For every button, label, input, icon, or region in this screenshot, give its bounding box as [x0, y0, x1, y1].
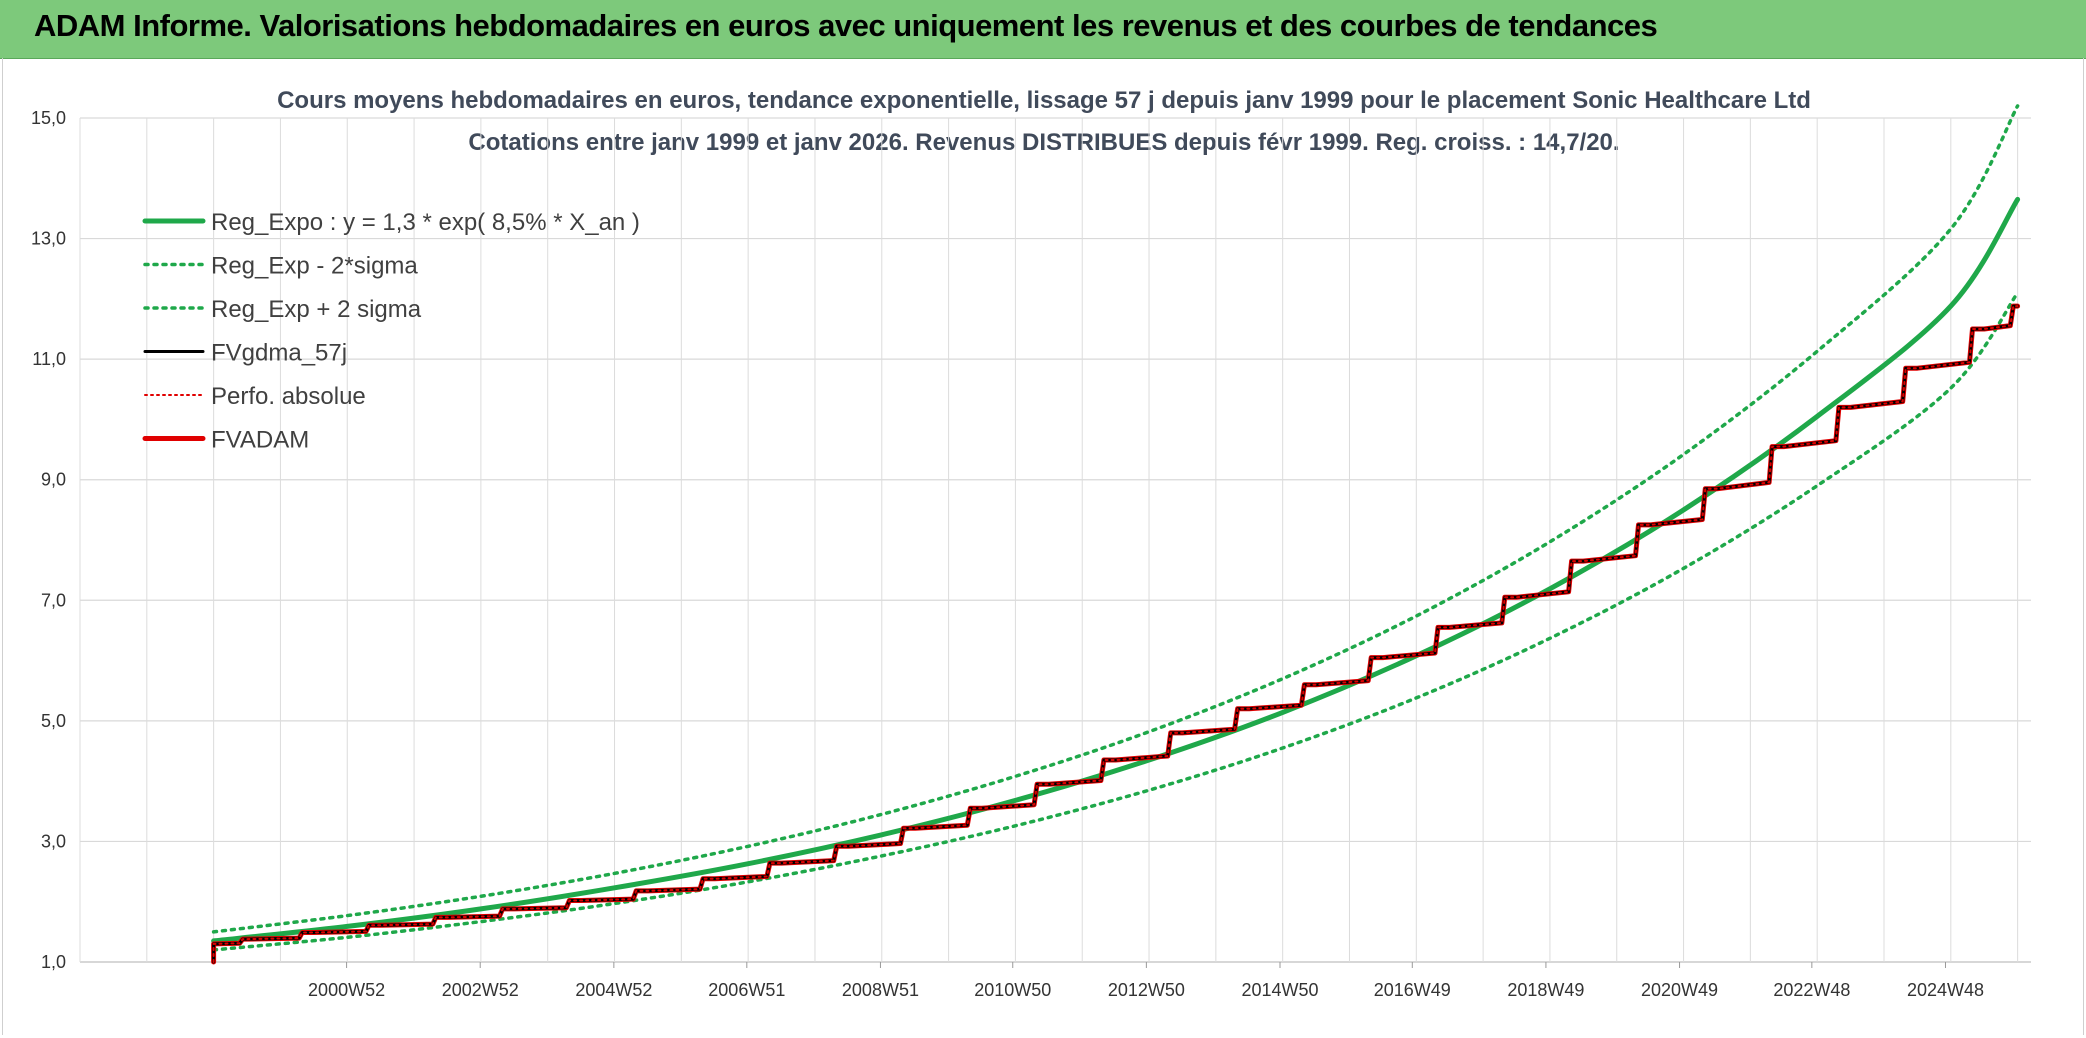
- y-tick-label: 11,0: [32, 349, 66, 369]
- y-tick-label: 5,0: [41, 711, 66, 731]
- chart-frame: Cours moyens hebdomadaires en euros, ten…: [2, 58, 2084, 1035]
- x-tick-label: 2006W51: [708, 980, 785, 1000]
- series-line-fvgdma-57j: [212, 304, 2020, 964]
- legend-label: Reg_Exp + 2 sigma: [211, 296, 422, 323]
- series-line-reg-expo-y-1-3-exp-8-5-x-an: [211, 196, 2021, 944]
- legend-label: FVgdma_57j: [211, 340, 347, 367]
- line-chart: Cours moyens hebdomadaires en euros, ten…: [31, 87, 2031, 1000]
- chart-subtitle: Cotations entre janv 1999 et janv 2026. …: [468, 129, 1619, 156]
- series-line-fvadam: [211, 303, 2021, 965]
- axes: 1,0 3,0 5,0 7,0 9,0 11,0 13,0 15,0 2000W52 2002W5…: [31, 108, 1984, 1000]
- report-title: ADAM Informe. Valorisations hebdomadaire…: [34, 8, 1658, 43]
- x-tick-label: 2008W51: [842, 980, 919, 1000]
- x-tick-label: 2000W52: [308, 980, 385, 1000]
- x-tick-label: 2002W52: [442, 980, 519, 1000]
- report-header: ADAM Informe. Valorisations hebdomadaire…: [0, 0, 2086, 59]
- x-tick-label: 2014W50: [1241, 980, 1318, 1000]
- x-tick-label: 2022W48: [1773, 980, 1850, 1000]
- series-layer: [211, 104, 2021, 965]
- series-line-perfo-absolue: [212, 305, 2019, 963]
- x-tick-label: 2004W52: [575, 980, 652, 1000]
- chart-title: Cours moyens hebdomadaires en euros, ten…: [277, 87, 1811, 114]
- legend-label: Perfo. absolue: [211, 383, 366, 410]
- x-tick-label: 2024W48: [1907, 980, 1984, 1000]
- series-line-reg-exp-2-sigma: [211, 291, 2020, 952]
- series-line-reg-exp-2-sigma: [211, 104, 2020, 934]
- y-tick-label: 15,0: [31, 108, 66, 128]
- legend: Reg_Expo : y = 1,3 * exp( 8,5% * X_an ) R…: [142, 209, 640, 454]
- x-tick-label: 2016W49: [1374, 980, 1451, 1000]
- x-tick-label: 2012W50: [1108, 980, 1185, 1000]
- y-tick-label: 13,0: [31, 229, 66, 249]
- x-tick-label: 2010W50: [974, 980, 1051, 1000]
- y-tick-label: 7,0: [41, 590, 66, 610]
- y-tick-label: 3,0: [41, 831, 66, 851]
- y-tick-label: 1,0: [41, 952, 66, 972]
- x-tick-label: 2020W49: [1641, 980, 1718, 1000]
- y-tick-label: 9,0: [41, 470, 66, 490]
- x-tick-label: 2018W49: [1507, 980, 1584, 1000]
- legend-label: Reg_Exp - 2*sigma: [211, 253, 418, 280]
- legend-label: Reg_Expo : y = 1,3 * exp( 8,5% * X_an ): [211, 209, 640, 236]
- legend-label: FVADAM: [211, 427, 309, 454]
- grid-lines: [79, 117, 2031, 963]
